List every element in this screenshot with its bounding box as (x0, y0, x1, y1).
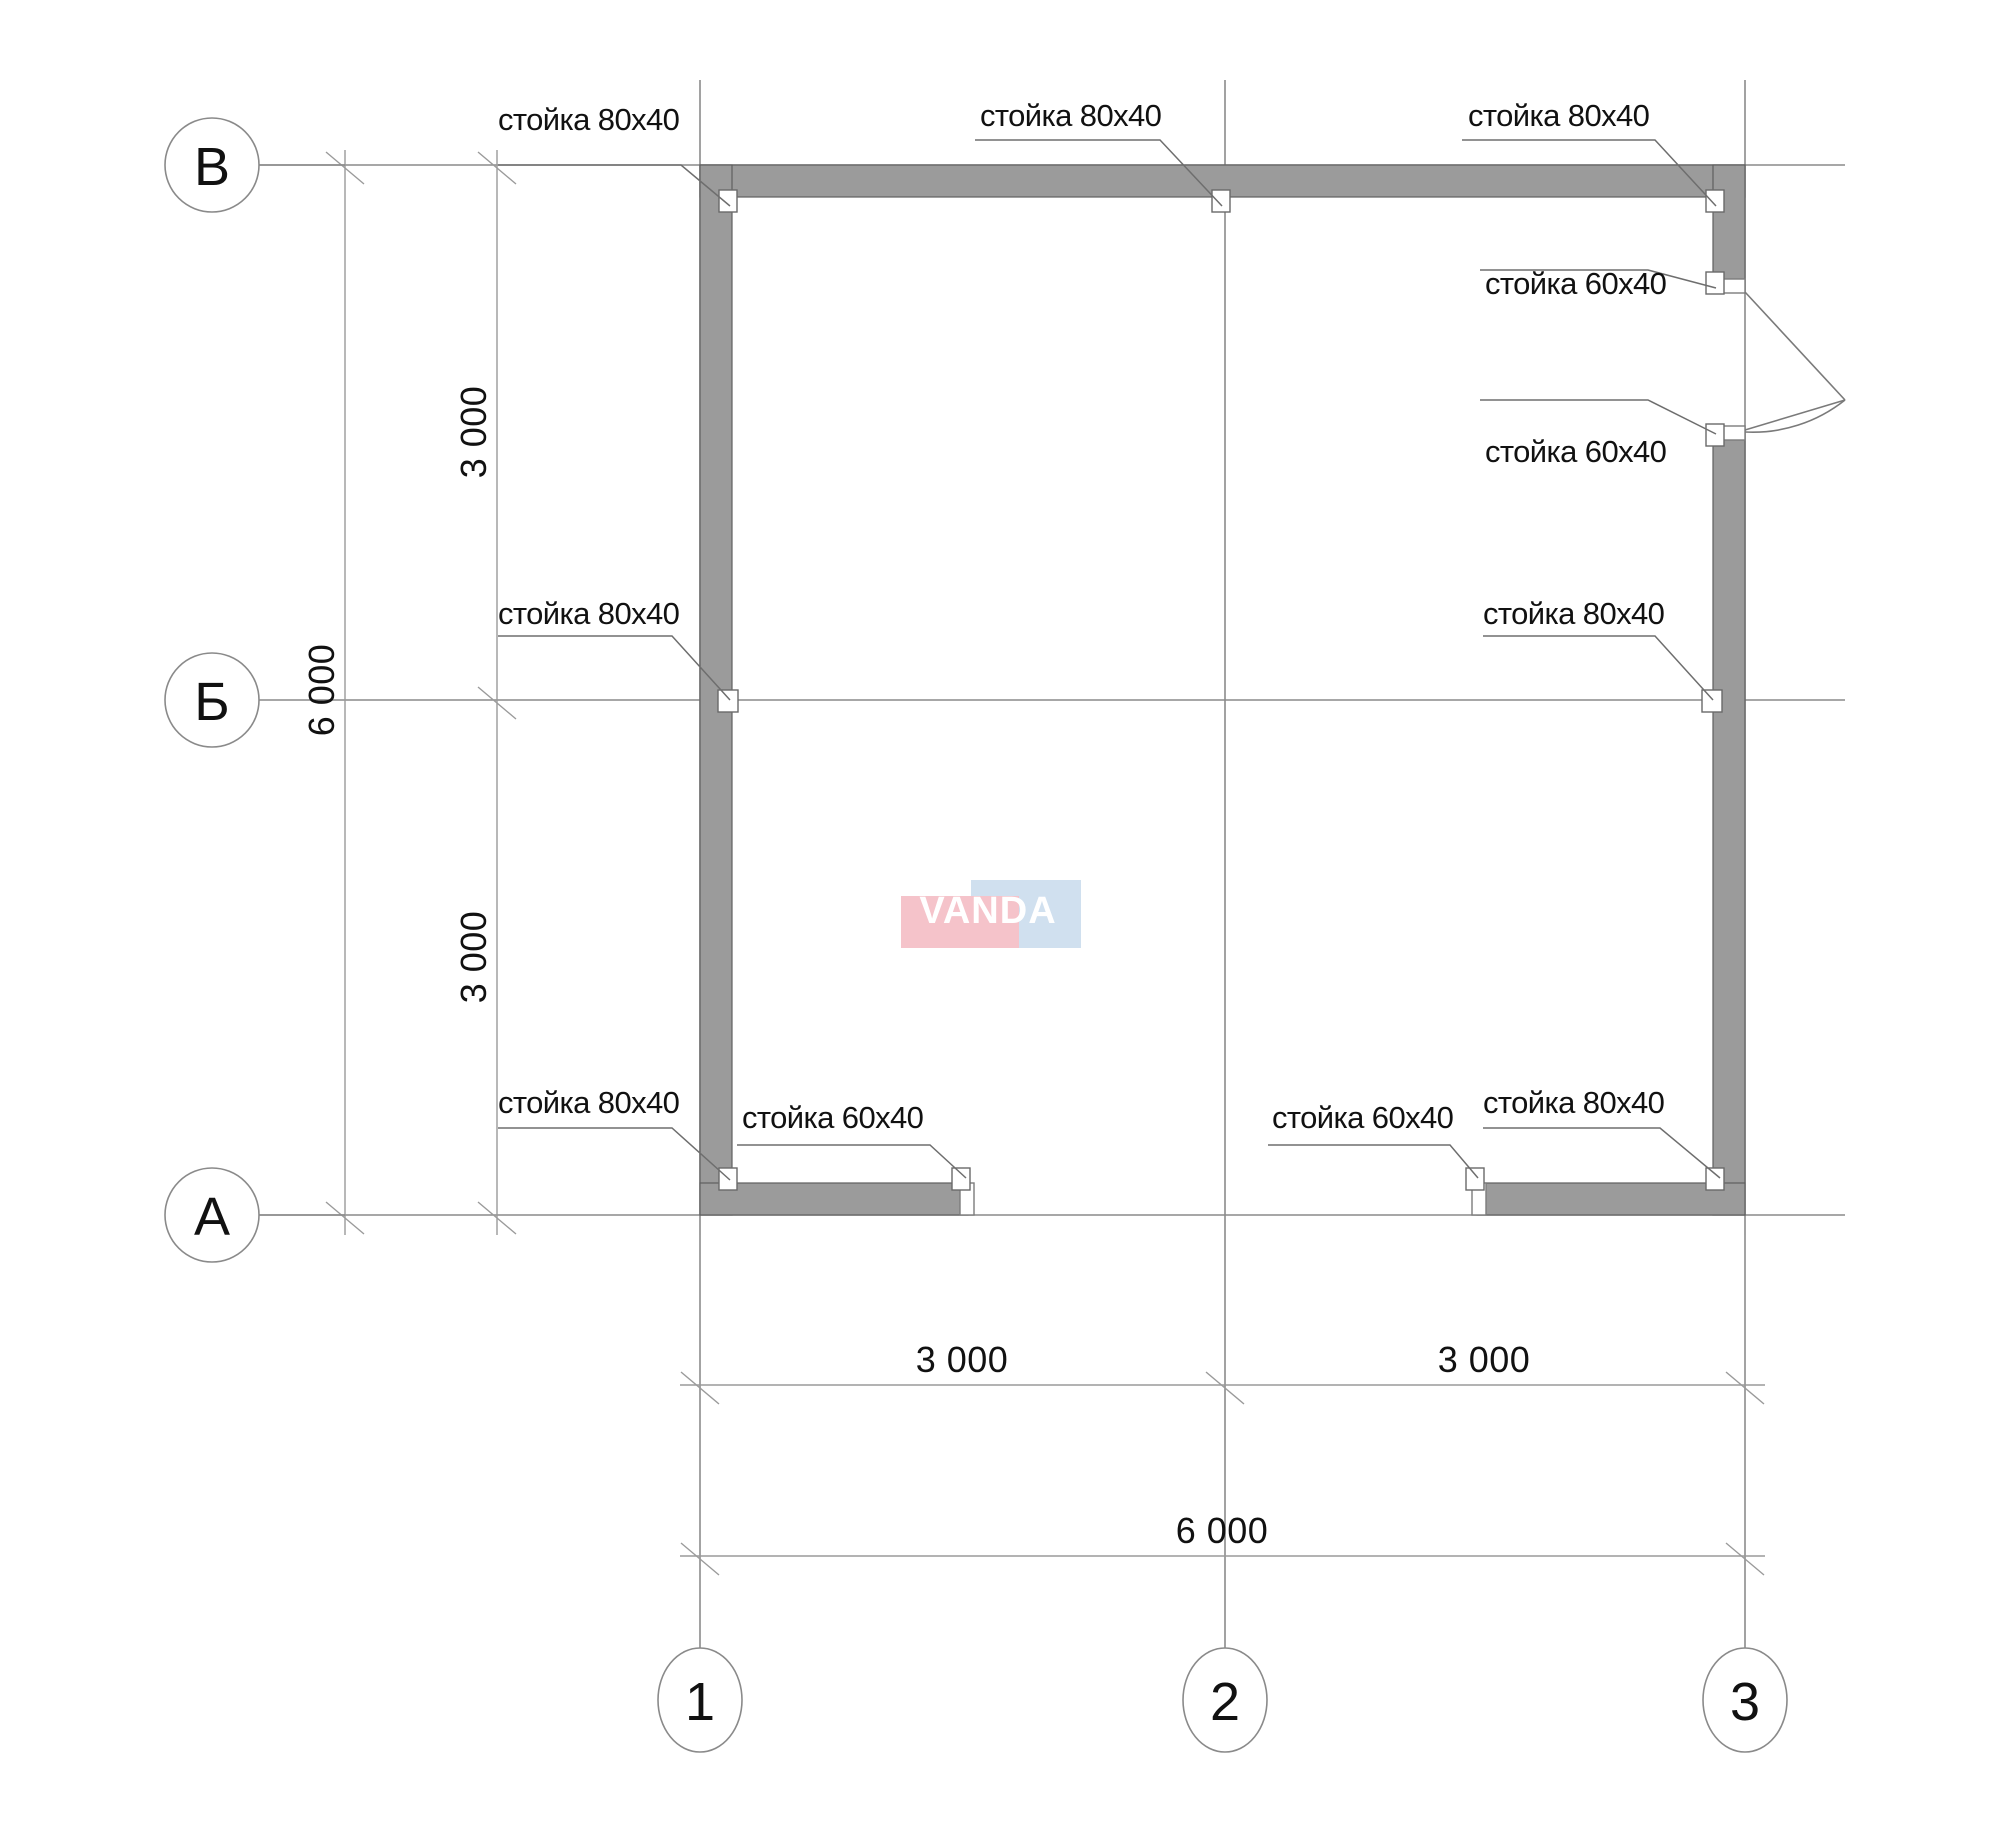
annotation-leaders (498, 139, 1721, 1181)
leader-a8 (498, 1127, 731, 1181)
leader-a10 (1268, 1144, 1479, 1179)
leader-a1 (498, 164, 731, 207)
annotation-label-a1: стойка 80x40 (498, 102, 680, 137)
dim-horizontal-total: 6 000 (1176, 1510, 1269, 1551)
dim-horizontal-left: 3 000 (916, 1339, 1009, 1380)
dimension-extension-lines (344, 150, 1746, 1600)
annotation-label-a2: стойка 80x40 (980, 98, 1162, 133)
dim-vertical-total: 6 000 (301, 644, 342, 737)
annotation-label-a3: стойка 80x40 (1468, 98, 1650, 133)
dim-tick-v3 (477, 1201, 517, 1235)
leader-a4 (1480, 269, 1717, 289)
axis-bubble-3[interactable]: 3 (1702, 1647, 1788, 1753)
door-swing-chord (1744, 399, 1846, 431)
annotation-label-a5: стойка 60x40 (1485, 434, 1667, 469)
leader-a7 (1483, 635, 1714, 701)
axis-bubble-1[interactable]: 1 (657, 1647, 743, 1753)
post-marker-door-upper (1705, 271, 1725, 295)
post-marker-bottom-right (1705, 1167, 1725, 1191)
wall-bottom-left (699, 1182, 969, 1216)
dim-tick-v2 (477, 686, 517, 720)
post-markers (717, 189, 1725, 1191)
axis-bubble-V[interactable]: В (164, 117, 260, 213)
wall-bottom-right (1476, 1182, 1746, 1216)
axis-bubble-V-label: В (194, 137, 230, 197)
dim-tick-h3 (1725, 1371, 1765, 1405)
axis-lines (258, 80, 1845, 1648)
dim-tick-h-total-right (1725, 1542, 1765, 1576)
axis-bubble-B-label: Б (194, 672, 229, 732)
leader-a11 (1483, 1127, 1721, 1179)
dim-tick-h1 (680, 1371, 720, 1405)
post-marker-opening-left (951, 1167, 971, 1191)
dim-tick-v-total-bottom (325, 1201, 365, 1235)
axis-bubble-1-circle[interactable] (657, 1647, 743, 1753)
leader-a5 (1480, 399, 1717, 435)
post-marker-top-right (1705, 189, 1725, 213)
dim-tick-v-total-top (325, 151, 365, 185)
axis-bubble-2-label: 2 (1210, 1672, 1240, 1732)
dim-tick-v1 (477, 151, 517, 185)
annotation-label-a7: стойка 80x40 (1483, 596, 1665, 631)
axis-bubble-V-circle[interactable] (164, 117, 260, 213)
axis-bubble-3-label: 3 (1730, 1672, 1760, 1732)
post-marker-opening-right (1465, 1167, 1485, 1191)
horizontal-dimension-chain (680, 1371, 1765, 1576)
dim-tick-h2 (1205, 1371, 1245, 1405)
annotation-label-a11: стойка 80x40 (1483, 1085, 1665, 1120)
axis-bubble-3-circle[interactable] (1702, 1647, 1788, 1753)
post-marker-top-left (718, 189, 738, 213)
wall-assembly (699, 164, 1746, 1216)
wall-right-lower (1712, 429, 1746, 1216)
post-marker-top-center (1211, 189, 1231, 213)
post-marker-left-axis-B (717, 689, 739, 713)
dim-vertical-lower: 3 000 (453, 911, 494, 1004)
axis-bubble-B-circle[interactable] (164, 652, 260, 748)
annotation-label-a8: стойка 80x40 (498, 1085, 680, 1120)
leader-a2 (975, 139, 1223, 207)
annotation-label-a4: стойка 60x40 (1485, 266, 1667, 301)
axis-bubble-A-label: А (194, 1187, 230, 1247)
dim-vertical-upper: 3 000 (453, 386, 494, 479)
leader-a6 (498, 635, 731, 701)
opening-jambs (959, 278, 1746, 1216)
door-leaf (1744, 291, 1846, 401)
door-symbol-right (1744, 291, 1846, 433)
axis-bubble-A-circle[interactable] (164, 1167, 260, 1263)
post-marker-right-axis-B (1701, 689, 1723, 713)
leader-a3 (1462, 139, 1717, 207)
door-swing-arc (1744, 399, 1846, 433)
dim-horizontal-right: 3 000 (1438, 1339, 1531, 1380)
axis-bubble-2-circle[interactable] (1182, 1647, 1268, 1753)
annotation-label-a6: стойка 80x40 (498, 596, 680, 631)
axis-bubble-1-label: 1 (685, 1672, 715, 1732)
dim-tick-h-total-left (680, 1542, 720, 1576)
wall-right-upper (1712, 164, 1746, 291)
axis-bubble-B[interactable]: Б (164, 652, 260, 748)
leader-a9 (737, 1144, 967, 1179)
annotation-label-a10: стойка 60x40 (1272, 1100, 1454, 1135)
vertical-dimension-chain (258, 151, 517, 1235)
axis-bubble-A[interactable]: А (164, 1167, 260, 1263)
annotation-label-a9: стойка 60x40 (742, 1100, 924, 1135)
axis-bubble-2[interactable]: 2 (1182, 1647, 1268, 1753)
post-marker-door-lower (1705, 423, 1725, 447)
